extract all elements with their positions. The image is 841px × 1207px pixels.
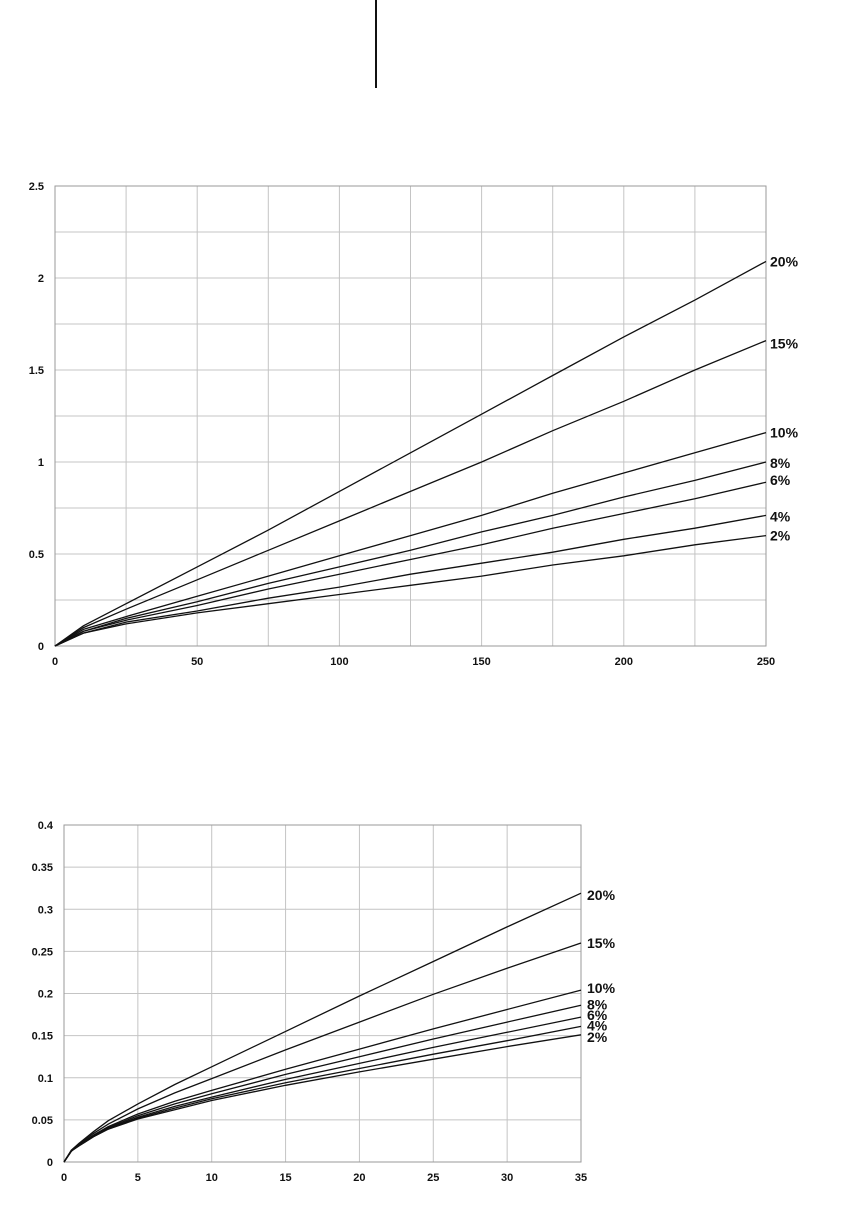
series-label-2pct: 2% <box>587 1029 608 1045</box>
y-tick-label: 0.25 <box>32 946 53 958</box>
x-tick-label: 0 <box>52 656 58 668</box>
y-tick-label: 2.5 <box>29 181 44 193</box>
series-line-4pct <box>54 514 767 647</box>
chart-1: 0 0.5 1 1.5 2 2.5 0 50 100 150 200 250 20% 15% 10% 8%6%… <box>29 181 799 668</box>
y-tick-label: 0.4 <box>38 820 54 832</box>
x-tick-label: 5 <box>135 1172 141 1184</box>
series-line-2pct <box>63 1034 582 1163</box>
series-label-10pct: 10% <box>770 425 799 441</box>
series-label-10pct: 10% <box>587 980 616 996</box>
y-tick-label: 0.15 <box>32 1031 53 1043</box>
x-tick-label: 200 <box>615 656 633 668</box>
x-tick-label: 100 <box>330 656 348 668</box>
series-label-6pct: 6% <box>770 472 791 488</box>
y-tick-label: 0.5 <box>29 549 44 561</box>
x-tick-label: 15 <box>279 1172 291 1184</box>
x-tick-label: 30 <box>501 1172 513 1184</box>
series-label-20pct: 20% <box>770 253 799 269</box>
y-tick-label: 0 <box>38 641 44 653</box>
y-tick-label: 0.2 <box>38 989 53 1001</box>
series-line-10pct <box>54 431 767 647</box>
series-label-8pct: 8% <box>587 996 608 1012</box>
series-line-8pct <box>54 461 767 647</box>
x-tick-label: 50 <box>191 656 203 668</box>
page-margin-mark <box>375 0 377 88</box>
y-tick-label: 0.3 <box>38 904 53 916</box>
series-label-15pct: 15% <box>587 935 616 951</box>
series-label-8pct: 8% <box>770 455 791 471</box>
x-tick-label: 0 <box>61 1172 67 1184</box>
x-tick-label: 10 <box>206 1172 218 1184</box>
plot-frame <box>54 185 767 647</box>
series-line-20pct <box>54 260 767 647</box>
y-tick-label: 2 <box>38 273 44 285</box>
series-label-20pct: 20% <box>587 887 616 903</box>
x-tick-label: 20 <box>353 1172 365 1184</box>
series-line-6pct <box>63 1016 582 1163</box>
series-label-2pct: 2% <box>770 528 791 544</box>
series-line-2pct <box>54 534 767 647</box>
x-tick-label: 250 <box>757 656 775 668</box>
series-line-15pct <box>63 942 582 1163</box>
series-line-15pct <box>54 339 767 647</box>
chart-2: 0 0.05 0.1 0.15 0.2 0.25 0.3 0.35 0.4 0 5 10 15 20 25 3… <box>32 820 616 1184</box>
series-label-15pct: 15% <box>770 336 799 352</box>
x-tick-label: 35 <box>575 1172 587 1184</box>
series-label-4pct: 4% <box>587 1017 608 1033</box>
y-tick-label: 0.05 <box>32 1115 53 1127</box>
series-label-4pct: 4% <box>770 508 791 524</box>
x-tick-label: 150 <box>472 656 490 668</box>
series-line-20pct <box>63 892 582 1163</box>
y-tick-label: 1 <box>38 457 44 469</box>
series-label-6pct: 6% <box>587 1007 608 1023</box>
y-tick-label: 0.35 <box>32 862 53 874</box>
x-tick-label: 25 <box>427 1172 439 1184</box>
y-tick-label: 0.1 <box>38 1073 53 1085</box>
series-line-6pct <box>54 481 767 647</box>
plot-frame <box>63 824 582 1163</box>
y-tick-label: 1.5 <box>29 365 44 377</box>
y-tick-label: 0 <box>47 1157 53 1169</box>
series-line-8pct <box>63 1004 582 1163</box>
